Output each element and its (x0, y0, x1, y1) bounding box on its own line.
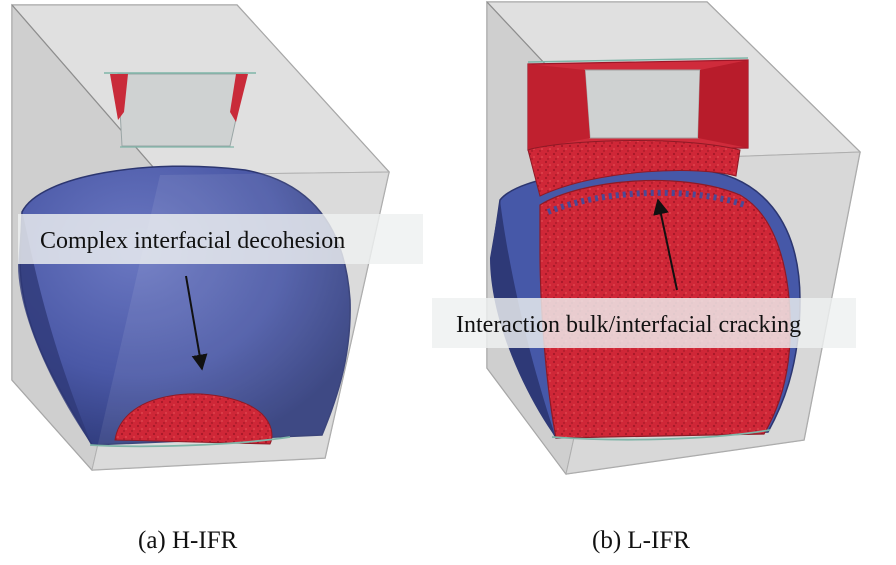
caption-a: (a) H-IFR (138, 527, 238, 554)
arrow-a (185, 275, 208, 371)
caption-b: (b) L-IFR (592, 527, 690, 554)
top-opening-a (104, 72, 256, 148)
annotation-a-text: Complex interfacial decohesion (40, 228, 345, 254)
crack-patch-a (89, 393, 291, 448)
top-opening-b (527, 57, 749, 197)
annotation-a: Complex interfacial decohesion (18, 214, 423, 264)
arrow-b (653, 198, 678, 291)
panel-a: Complex interfacial decohesion (a) H-IFR (10, 3, 423, 554)
panel-b: Interaction bulk/interfacial cracking (b… (432, 0, 862, 554)
annotation-b: Interaction bulk/interfacial cracking (432, 298, 856, 348)
annotation-b-text: Interaction bulk/interfacial cracking (456, 312, 801, 338)
